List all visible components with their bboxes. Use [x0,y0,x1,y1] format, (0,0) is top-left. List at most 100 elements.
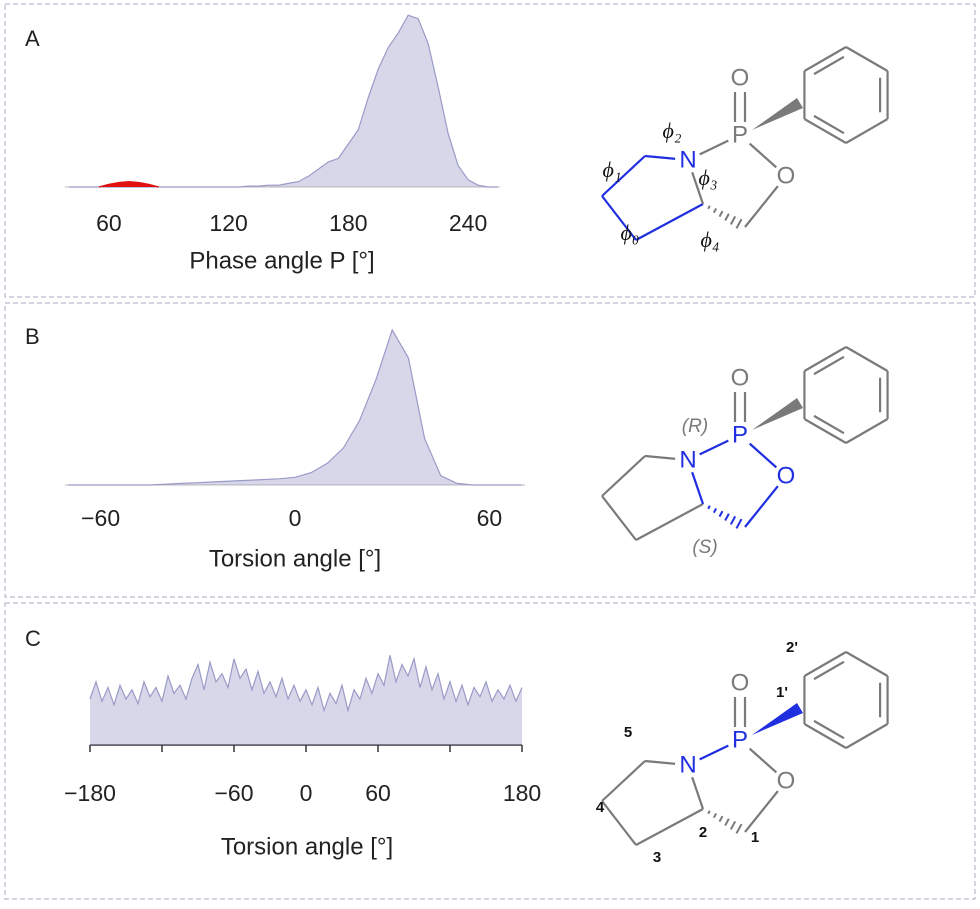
wedge [752,398,803,430]
atom-label: O [777,162,796,189]
hash [729,515,737,525]
atom-bg [727,727,753,753]
bond [601,155,646,197]
atom-label: N [679,446,696,473]
atom-bg [727,670,753,696]
bond [845,723,889,749]
area-fill [68,15,499,188]
hash [707,505,711,510]
atom-label: N [679,751,696,778]
bond [635,203,704,241]
x-tick-label: −60 [81,505,120,531]
atom-bg [675,147,701,173]
hash [735,218,743,229]
structure-label: (S) [692,537,717,558]
panel-frame [4,3,976,298]
atom-label: O [777,462,796,489]
panel-label: A [25,26,40,51]
hash [724,513,730,522]
bond [601,455,646,497]
hash [724,818,730,827]
x-axis-label: Phase angle P [°] [189,247,374,274]
atom-label: O [777,767,796,794]
panel-frame [4,302,976,598]
area-fill [68,330,522,485]
hash [707,205,711,210]
atom-bg [727,422,753,448]
atom-label: P [732,121,748,148]
bond [601,800,637,846]
x-tick-label: 60 [96,210,122,236]
hash [729,215,737,225]
bond [845,651,889,677]
x-tick-label: 180 [503,780,541,806]
structure-label: 5 [624,724,632,741]
structure-label: ϕ₃ [698,165,717,190]
structure-label: ϕ₁ [602,157,621,182]
wedge [752,703,803,735]
hash [718,815,724,823]
bond [813,355,845,376]
hash [735,823,743,834]
bond [635,808,704,846]
structure-label: 3 [653,849,661,866]
hash [729,820,737,830]
atom-bg [727,122,753,148]
hash [718,510,724,518]
atom-label: P [732,421,748,448]
bond [635,503,704,541]
hash [718,210,724,218]
atom-bg [773,163,799,189]
hash [712,507,718,514]
hash [712,812,718,819]
area-outline [68,328,522,486]
structure-label: ϕ₄ [700,227,719,252]
atom-label: O [731,364,750,391]
atom-bg [773,768,799,794]
area-fill [90,655,522,745]
bond [813,55,845,76]
bond [803,118,847,144]
hash [712,207,718,214]
x-axis-label: Torsion angle [°] [209,545,381,572]
x-tick-label: −180 [64,780,116,806]
bond [803,46,847,72]
atom-bg [773,463,799,489]
x-tick-label: 120 [209,210,247,236]
x-tick-label: 0 [300,780,313,806]
atom-label: O [731,669,750,696]
bond [845,46,889,72]
bond [601,195,637,241]
bond [813,660,845,681]
structure-label: 2' [786,639,798,656]
atom-label: N [679,146,696,173]
bond [845,118,889,144]
structure-label: 4 [596,799,605,816]
bond [803,723,847,749]
panel-frame [4,602,976,900]
structure-label: ϕ₂ [662,118,681,143]
atom-label: O [731,64,750,91]
bond [845,418,889,444]
x-tick-label: 60 [365,780,391,806]
atom-bg [727,365,753,391]
bond [803,651,847,677]
panel-label: B [25,324,40,349]
structure-label: 1 [751,829,759,846]
area-fill [98,181,159,187]
panel-label: C [25,626,41,651]
bond [601,760,646,802]
atom-bg [675,752,701,778]
hash [735,518,743,529]
structure-label: 1' [776,684,788,701]
hash [724,213,730,222]
x-tick-label: 240 [449,210,487,236]
bond [813,719,845,740]
bond [845,346,889,372]
bond [813,114,845,135]
bond [813,414,845,435]
x-tick-label: −60 [214,780,253,806]
area-outline [98,180,159,188]
atom-bg [675,447,701,473]
